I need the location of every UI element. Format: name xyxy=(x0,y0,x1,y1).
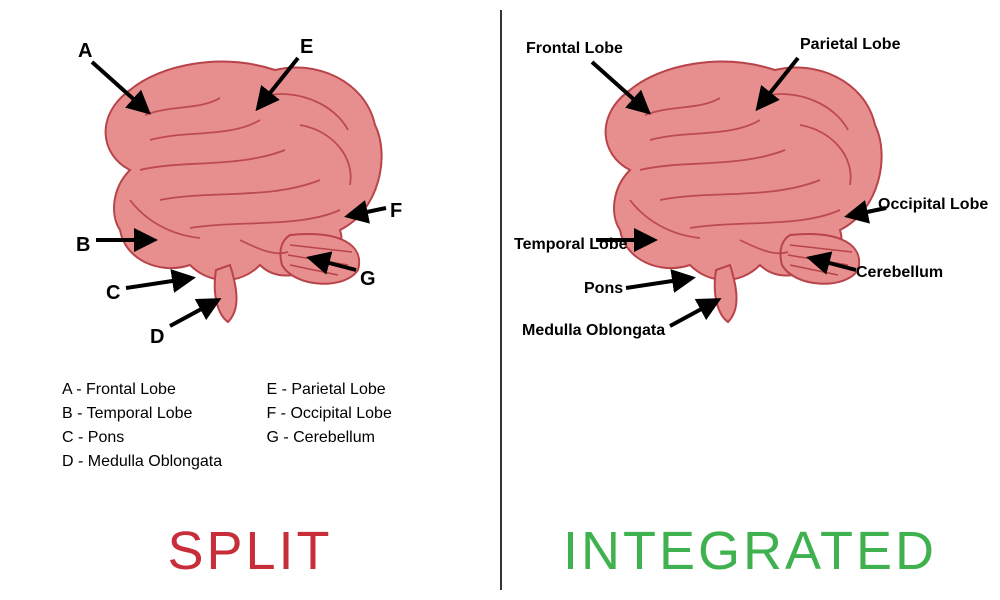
callout-label-C: C xyxy=(106,282,120,305)
split-title: SPLIT xyxy=(0,520,500,582)
legend-item: A - Frontal Lobe xyxy=(62,378,262,402)
callout-label-G: Cerebellum xyxy=(856,264,943,282)
callout-label-A: Frontal Lobe xyxy=(526,40,623,58)
callout-label-E: Parietal Lobe xyxy=(800,36,900,54)
legend-item: G - Cerebellum xyxy=(266,426,446,450)
legend: A - Frontal LobeB - Temporal LobeC - Pon… xyxy=(62,378,446,474)
integrated-panel: Frontal Lobe Parietal Lobe Occipital Lobe C… xyxy=(500,0,1000,600)
split-panel: A E F G B C D A - Frontal LobeB - Temporal Lob… xyxy=(0,0,500,600)
legend-item: D - Medulla Oblongata xyxy=(62,450,262,474)
callout-label-C: Pons xyxy=(584,280,623,298)
callout-label-D: Medulla Oblongata xyxy=(522,322,665,340)
integrated-title: INTEGRATED xyxy=(500,520,1000,582)
callout-label-B: Temporal Lobe xyxy=(514,236,628,254)
callout-label-F: Occipital Lobe xyxy=(878,196,988,214)
callout-label-A: A xyxy=(78,40,92,63)
callout-label-B: B xyxy=(76,234,90,257)
legend-item: C - Pons xyxy=(62,426,262,450)
callout-label-F: F xyxy=(390,200,402,223)
legend-item: E - Parietal Lobe xyxy=(266,378,446,402)
legend-item: B - Temporal Lobe xyxy=(62,402,262,426)
brain-diagram-left xyxy=(0,0,500,360)
callout-label-E: E xyxy=(300,36,313,59)
legend-item: F - Occipital Lobe xyxy=(266,402,446,426)
callout-label-D: D xyxy=(150,326,164,349)
callout-label-G: G xyxy=(360,268,376,291)
